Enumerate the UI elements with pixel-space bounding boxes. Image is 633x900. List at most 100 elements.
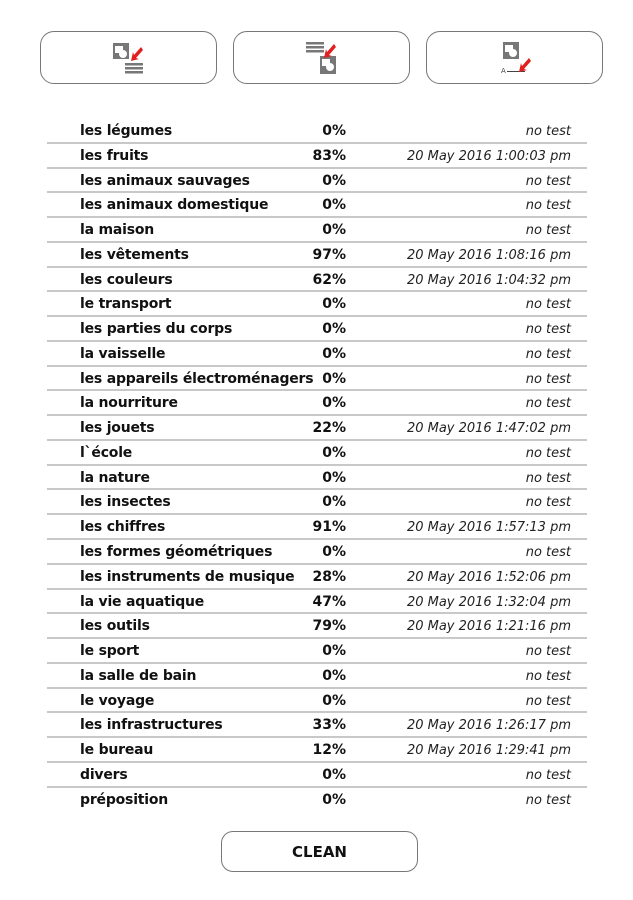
test-date: 20 May 2016 1:57:13 pm bbox=[406, 520, 571, 536]
test-date: no test bbox=[525, 322, 571, 338]
clean-button[interactable]: CLEAN bbox=[221, 831, 418, 872]
table-row[interactable]: l`école 0% no test bbox=[47, 441, 587, 466]
test-date: 20 May 2016 1:47:02 pm bbox=[406, 421, 571, 437]
test-date: no test bbox=[525, 371, 571, 387]
topic-score: 33% bbox=[312, 717, 346, 734]
topic-name: les appareils électroménagers bbox=[80, 370, 314, 387]
table-row[interactable]: les appareils électroménagers 0% no test bbox=[47, 367, 587, 392]
table-row[interactable]: la salle de bain 0% no test bbox=[47, 664, 587, 689]
image-to-text-button[interactable] bbox=[40, 31, 217, 84]
topic-name: les chiffres bbox=[80, 519, 166, 536]
topic-name: le sport bbox=[80, 643, 140, 660]
topic-name: divers bbox=[80, 766, 128, 783]
table-row[interactable]: les instruments de musique 28% 20 May 2016… bbox=[47, 565, 587, 590]
table-row[interactable]: le transport 0% no test bbox=[47, 292, 587, 318]
test-date: 20 May 2016 1:52:06 pm bbox=[406, 569, 571, 585]
test-date: no test bbox=[525, 223, 571, 239]
test-date: no test bbox=[525, 495, 571, 511]
table-row[interactable]: les animaux domestique 0% no test bbox=[47, 193, 587, 219]
topic-score: 0% bbox=[322, 172, 346, 189]
text-to-image-button[interactable] bbox=[233, 31, 410, 84]
table-row[interactable]: le sport 0% no test bbox=[47, 639, 587, 664]
topic-name: la salle de bain bbox=[80, 667, 197, 684]
table-row[interactable]: les animaux sauvages 0% no test bbox=[47, 169, 587, 194]
table-row[interactable]: les insectes 0% no test bbox=[47, 490, 587, 516]
test-date: 20 May 2016 1:21:16 pm bbox=[406, 619, 571, 635]
topic-name: préposition bbox=[80, 791, 169, 808]
test-date: 20 May 2016 1:04:32 pm bbox=[406, 272, 571, 288]
topic-score: 91% bbox=[312, 519, 346, 536]
table-row[interactable]: la nature 0% no test bbox=[47, 466, 587, 491]
topic-name: les infrastructures bbox=[80, 717, 223, 734]
topic-name: la nature bbox=[80, 469, 150, 486]
topic-score: 0% bbox=[322, 766, 346, 783]
topic-name: les fruits bbox=[80, 147, 149, 164]
topic-score: 28% bbox=[312, 568, 346, 585]
test-date: no test bbox=[525, 297, 571, 313]
topic-name: la maison bbox=[80, 222, 155, 239]
table-row[interactable]: la nourriture 0% no test bbox=[47, 391, 587, 417]
topic-name: le transport bbox=[80, 296, 172, 313]
table-row[interactable]: les légumes 0% no test bbox=[47, 119, 587, 144]
test-date: no test bbox=[525, 545, 571, 561]
table-row[interactable]: les parties du corps 0% no test bbox=[47, 317, 587, 342]
table-row[interactable]: la vaisselle 0% no test bbox=[47, 342, 587, 367]
topic-score: 47% bbox=[312, 593, 346, 610]
topic-score: 0% bbox=[322, 494, 346, 511]
test-date: no test bbox=[525, 470, 571, 486]
topic-name: le voyage bbox=[80, 692, 155, 709]
image-to-letters-button[interactable]: A bbox=[426, 31, 603, 84]
topic-score: 0% bbox=[322, 296, 346, 313]
test-date: no test bbox=[525, 693, 571, 709]
table-row[interactable]: les jouets 22% 20 May 2016 1:47:02 pm bbox=[47, 416, 587, 441]
table-row[interactable]: les infrastructures 33% 20 May 2016 1:26:1… bbox=[47, 713, 587, 739]
test-date: 20 May 2016 1:08:16 pm bbox=[406, 247, 571, 263]
topic-score: 0% bbox=[322, 791, 346, 808]
image-to-text-icon bbox=[112, 42, 143, 73]
topic-name: les outils bbox=[80, 618, 150, 635]
topic-score: 22% bbox=[312, 420, 346, 437]
test-date: no test bbox=[525, 792, 571, 808]
table-row[interactable]: les vêtements 97% 20 May 2016 1:08:16 pm bbox=[47, 243, 587, 268]
topic-name: les animaux sauvages bbox=[80, 172, 250, 189]
image-to-letters-icon: A bbox=[501, 41, 531, 75]
topic-score: 62% bbox=[312, 271, 346, 288]
table-row[interactable]: les couleurs 62% 20 May 2016 1:04:32 pm bbox=[47, 268, 587, 293]
table-row[interactable]: les formes géométriques 0% no test bbox=[47, 540, 587, 565]
topic-score: 0% bbox=[322, 370, 346, 387]
test-date: no test bbox=[525, 173, 571, 189]
test-date: no test bbox=[525, 124, 571, 139]
table-row[interactable]: préposition 0% no test bbox=[47, 788, 587, 813]
topic-name: la vie aquatique bbox=[80, 593, 205, 610]
topic-score: 12% bbox=[312, 742, 346, 759]
test-date: 20 May 2016 1:00:03 pm bbox=[406, 148, 571, 164]
test-date: no test bbox=[525, 767, 571, 783]
topic-score: 0% bbox=[322, 692, 346, 709]
topic-score: 0% bbox=[322, 123, 346, 139]
text-to-image-icon bbox=[305, 41, 336, 74]
topic-score: 0% bbox=[322, 667, 346, 684]
topic-score: 0% bbox=[322, 643, 346, 660]
topic-name: le bureau bbox=[80, 742, 154, 759]
topic-score: 0% bbox=[322, 544, 346, 561]
table-row[interactable]: les chiffres 91% 20 May 2016 1:57:13 pm bbox=[47, 515, 587, 541]
table-row[interactable]: le voyage 0% no test bbox=[47, 689, 587, 714]
topic-score: 79% bbox=[312, 618, 346, 635]
topic-name: la vaisselle bbox=[80, 345, 166, 362]
topic-name: les parties du corps bbox=[80, 321, 233, 338]
test-date: 20 May 2016 1:26:17 pm bbox=[406, 718, 571, 734]
topic-name: les formes géométriques bbox=[80, 544, 273, 561]
topic-score-list: les légumes 0% no test les fruits 83% 20 May … bbox=[47, 119, 587, 812]
test-date: no test bbox=[525, 644, 571, 660]
table-row[interactable]: la vie aquatique 47% 20 May 2016 1:32:04 p… bbox=[47, 590, 587, 615]
table-row[interactable]: les fruits 83% 20 May 2016 1:00:03 pm bbox=[47, 144, 587, 169]
table-row[interactable]: les outils 79% 20 May 2016 1:21:16 pm bbox=[47, 614, 587, 640]
topic-name: les couleurs bbox=[80, 271, 173, 288]
table-row[interactable]: divers 0% no test bbox=[47, 763, 587, 788]
test-date: no test bbox=[525, 396, 571, 412]
table-row[interactable]: le bureau 12% 20 May 2016 1:29:41 pm bbox=[47, 738, 587, 763]
test-date: no test bbox=[525, 668, 571, 684]
topic-name: les légumes bbox=[80, 123, 172, 139]
test-date: 20 May 2016 1:32:04 pm bbox=[406, 594, 571, 610]
table-row[interactable]: la maison 0% no test bbox=[47, 218, 587, 243]
